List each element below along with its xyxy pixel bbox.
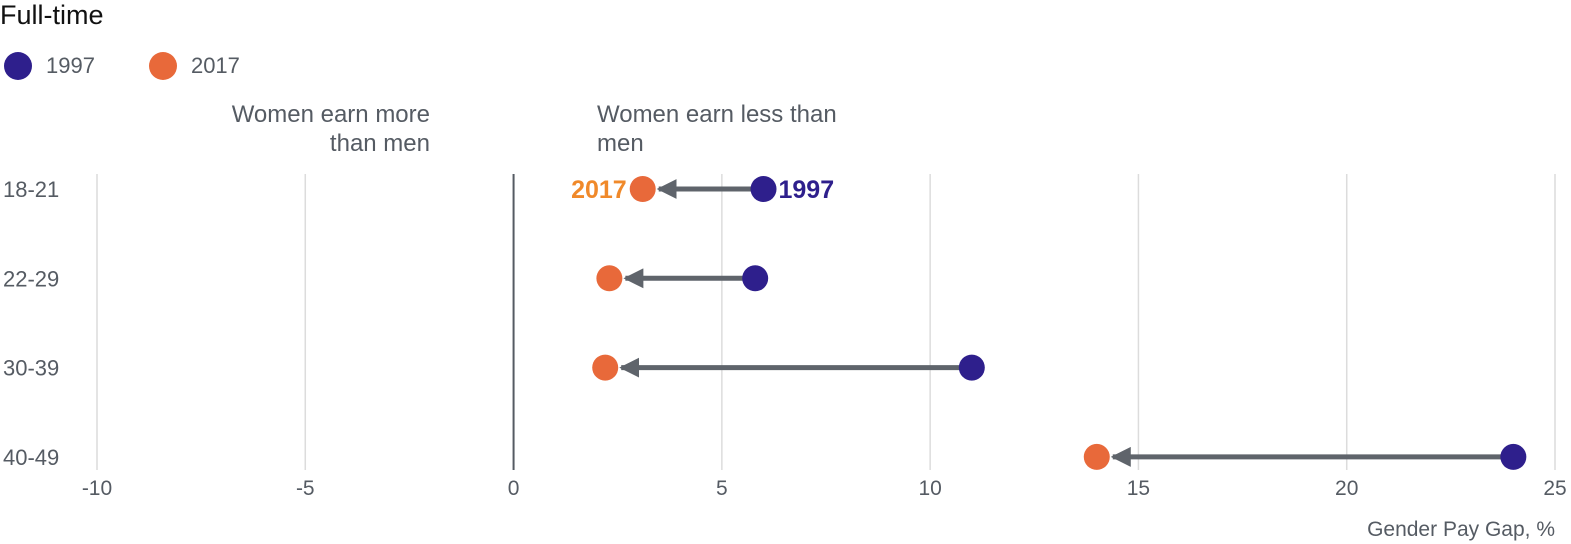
category-label: 40-49: [3, 445, 59, 470]
legend-label-1997: 1997: [46, 53, 95, 78]
legend-item-2017: 2017: [148, 52, 240, 80]
dot-1997: [742, 265, 769, 292]
x-tick-label: 15: [1127, 477, 1150, 500]
legend: 1997 2017: [4, 52, 294, 80]
x-tick-label: 10: [918, 477, 941, 500]
x-axis-title: Gender Pay Gap, %: [1367, 518, 1555, 541]
legend-swatch-1997: [4, 52, 32, 80]
region-label-women-earn-less: Women earn less than men: [597, 101, 837, 157]
category-label: 18-21: [3, 177, 59, 202]
chart-title: Full-time: [0, 0, 104, 30]
x-tick-label: 25: [1543, 477, 1566, 500]
legend-item-1997: 1997: [4, 52, 95, 80]
legend-swatch-2017: [148, 52, 177, 80]
dot-2017: [596, 265, 623, 292]
legend-label-2017: 2017: [190, 53, 240, 78]
x-tick-label: -5: [296, 477, 315, 500]
dots: [592, 176, 1527, 470]
gridlines: -10 -5 0 5 10 15 20 25 Gender Pay Gap, %: [82, 174, 1567, 541]
category-label: 22-29: [3, 266, 59, 291]
x-tick-label: -10: [82, 477, 112, 500]
category-label: 30-39: [3, 356, 59, 381]
arrows: [619, 179, 1514, 467]
dot-1997: [1500, 443, 1527, 470]
annotation-1997: 1997: [779, 176, 835, 204]
labels: 18-21 22-29 30-39 40-49 1997 2017: [3, 176, 834, 470]
dot-2017: [629, 176, 656, 202]
dot-2017: [592, 354, 619, 381]
dot-1997: [958, 354, 985, 381]
x-tick-label: 20: [1335, 477, 1358, 500]
dot-1997: [750, 176, 777, 202]
x-tick-label: 0: [508, 477, 520, 500]
x-tick-label: 5: [716, 477, 728, 500]
dot-2017: [1083, 443, 1110, 470]
annotation-2017: 2017: [571, 176, 627, 204]
region-label-women-earn-more: Women earn more than men: [231, 101, 430, 157]
